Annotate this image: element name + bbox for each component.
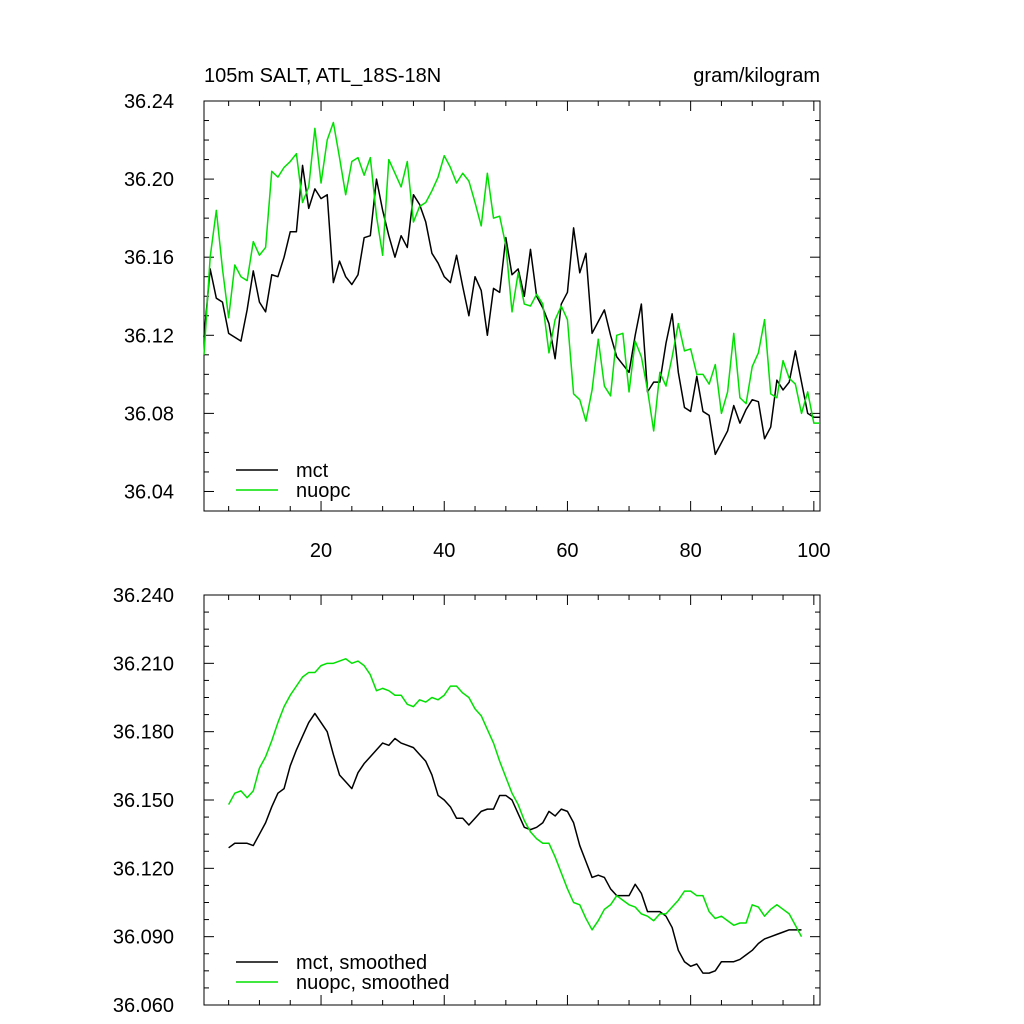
- top-y-tick-label: 36.24: [124, 91, 174, 113]
- top-series-lines: [203, 121, 820, 456]
- bottom-y-tick-label: 36.210: [113, 653, 174, 675]
- top-y-tick-label: 36.08: [124, 403, 174, 425]
- legend-nuopc-smoothed-label: nuopc, smoothed: [296, 972, 449, 994]
- top-x-tick-label: 20: [310, 540, 332, 562]
- top-ticks: [204, 100, 820, 512]
- top-y-tick-label: 36.16: [124, 247, 174, 269]
- legend-mct-label: mct: [296, 460, 329, 482]
- top-panel: 36.04 36.08 36.12 36.16 36.20 36.24 20 40 60 80 1…: [124, 65, 831, 562]
- bottom-series-lines: [227, 658, 803, 974]
- bottom-ticks: [204, 594, 820, 1006]
- top-y-tick-labels: 36.04 36.08 36.12 36.16 36.20 36.24: [124, 91, 174, 503]
- top-x-tick-label: 100: [797, 540, 830, 562]
- top-legend: mct nuopc: [236, 460, 351, 502]
- legend-mct-smoothed-label: mct, smoothed: [296, 952, 427, 974]
- series-line-nuopc-smoothed: [227, 658, 803, 938]
- top-y-tick-label: 36.12: [124, 325, 174, 347]
- bottom-legend: mct, smoothed nuopc, smoothed: [236, 952, 449, 994]
- series-line-nuopc: [203, 121, 820, 432]
- bottom-y-tick-label: 36.090: [113, 927, 174, 949]
- bottom-y-tick-label: 36.150: [113, 790, 174, 812]
- bottom-y-tick-label: 36.240: [113, 585, 174, 607]
- bottom-y-tick-label: 36.060: [113, 995, 174, 1017]
- top-chart-title: 105m SALT, ATL_18S-18N: [204, 65, 441, 87]
- bottom-panel: 36.060 36.090 36.120 36.150 36.180 36.210 36.2…: [113, 585, 821, 1017]
- top-x-tick-labels: 20 40 60 80 100: [310, 540, 831, 562]
- bottom-y-tick-labels: 36.060 36.090 36.120 36.150 36.180 36.210 36.2…: [113, 585, 174, 1017]
- top-chart-units: gram/kilogram: [693, 65, 820, 87]
- legend-nuopc-label: nuopc: [296, 480, 351, 502]
- top-y-tick-label: 36.04: [124, 481, 174, 503]
- bottom-y-tick-label: 36.180: [113, 722, 174, 744]
- top-x-tick-label: 60: [556, 540, 578, 562]
- bottom-y-tick-label: 36.120: [113, 858, 174, 880]
- top-x-tick-label: 40: [433, 540, 455, 562]
- top-x-tick-label: 80: [680, 540, 702, 562]
- top-plot-frame: [203, 100, 821, 512]
- top-y-tick-label: 36.20: [124, 169, 174, 191]
- series-line-mct-smoothed: [228, 712, 802, 974]
